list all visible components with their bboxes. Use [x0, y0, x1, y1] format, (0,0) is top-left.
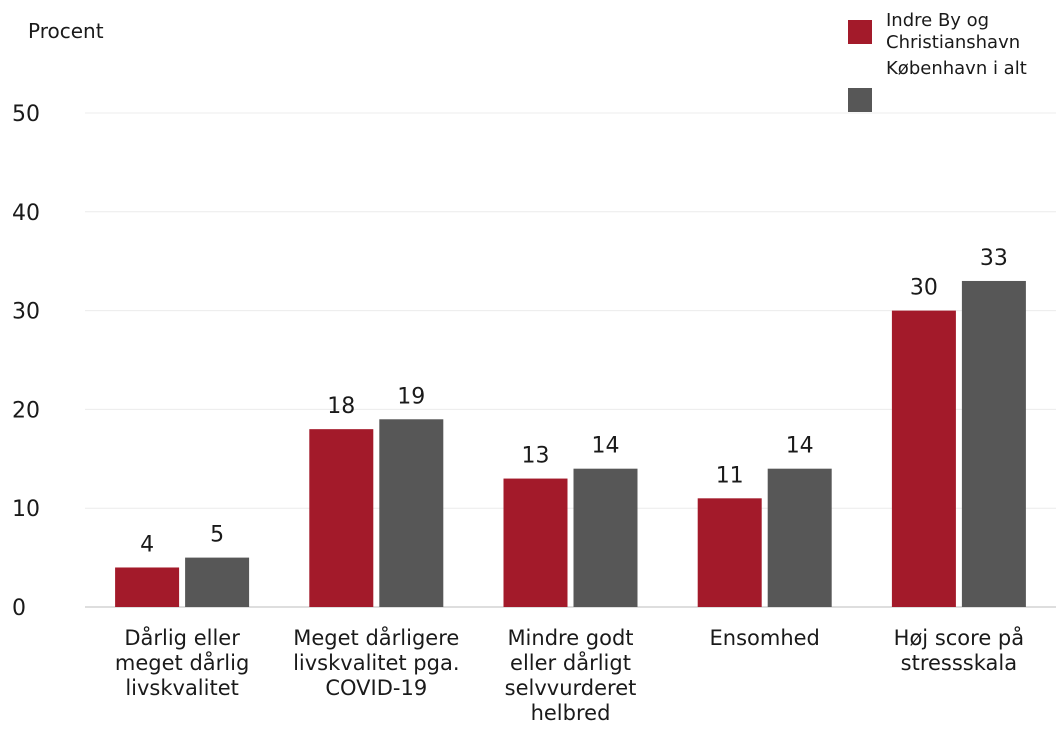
data-label: 30 [910, 276, 938, 301]
bars [115, 280, 1026, 607]
data-label: 14 [592, 434, 620, 459]
bar-series1-cat2 [309, 429, 374, 607]
legend-swatch-1 [848, 20, 872, 44]
bar-series2-cat5 [961, 280, 1026, 607]
x-category-label: Meget dårligere livskvalitet pga. COVID-19 [293, 625, 459, 700]
y-tick-label: 50 [12, 102, 40, 127]
legend-swatch-2 [848, 88, 872, 112]
bar-series1-cat3 [503, 478, 568, 607]
y-tick-label: 20 [12, 398, 40, 423]
x-category-label: Mindre godt eller dårligt selvvurderet helb… [505, 626, 637, 725]
bar-series1-cat1 [115, 567, 180, 607]
x-category-label: Dårlig eller meget dårlig livskvalitet [115, 625, 249, 700]
data-label: 4 [140, 532, 154, 557]
data-label: 19 [397, 384, 425, 409]
legend: Indre By og Christianshavn København i alt [848, 10, 1027, 112]
bar-series2-cat3 [573, 468, 638, 607]
y-tick-label: 0 [12, 596, 26, 621]
data-label: 33 [980, 246, 1008, 271]
y-tick-labels: 0 10 20 30 40 50 [12, 102, 40, 621]
data-label: 5 [210, 523, 224, 548]
legend-entry-2: København i alt [886, 58, 1027, 79]
x-category-label: Ensomhed [710, 626, 820, 650]
data-label: 13 [522, 444, 550, 469]
y-tick-label: 40 [12, 201, 40, 226]
data-label: 14 [786, 434, 814, 459]
bar-series1-cat4 [697, 498, 762, 607]
y-axis-label: Procent [28, 19, 104, 43]
y-tick-label: 30 [12, 300, 40, 325]
y-tick-label: 10 [12, 497, 40, 522]
bar-series2-cat4 [767, 468, 832, 607]
bar-series2-cat2 [379, 419, 444, 607]
data-labels: 4 5 18 19 13 14 11 14 30 33 [140, 246, 1008, 558]
bar-series2-cat1 [185, 557, 250, 607]
data-label: 18 [327, 394, 355, 419]
x-category-label: Høj score på stressskala [894, 625, 1024, 675]
bar-series1-cat5 [891, 310, 956, 607]
data-label: 11 [716, 463, 744, 488]
x-category-labels: Dårlig eller meget dårlig livskvalitet Mege… [115, 625, 1024, 725]
legend-entry-1: Indre By og Christianshavn [886, 10, 1020, 53]
